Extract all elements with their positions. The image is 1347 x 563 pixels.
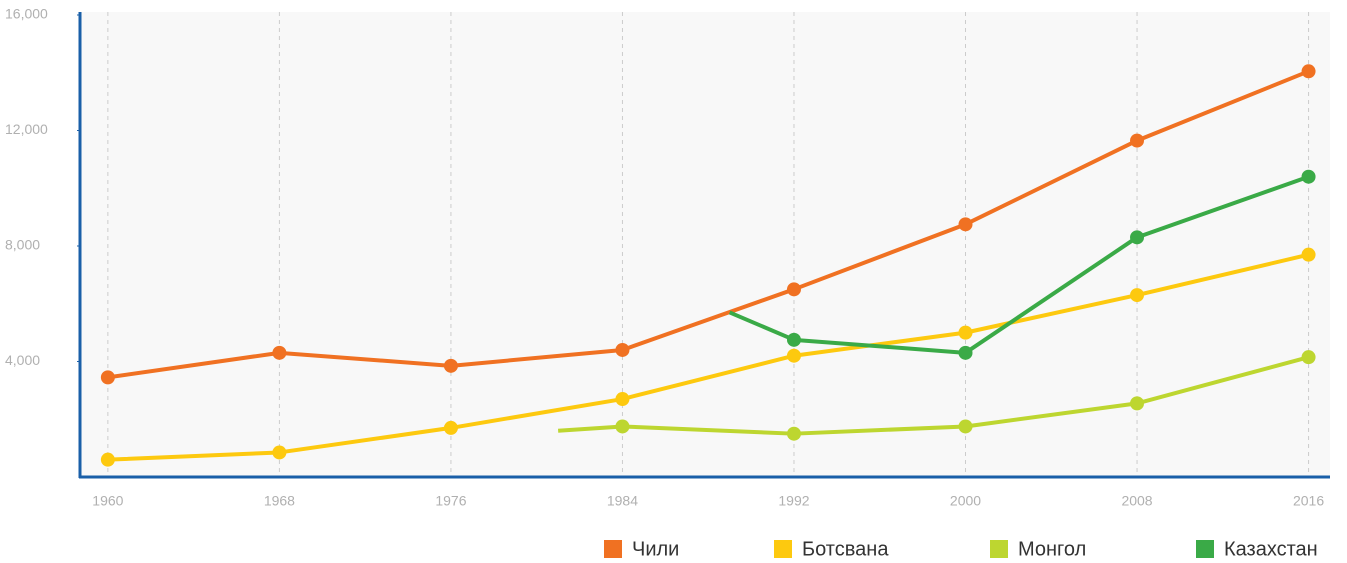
- x-tick-label: 1960: [92, 493, 123, 509]
- point: [615, 392, 630, 407]
- point: [786, 332, 801, 347]
- plot-area: [80, 12, 1330, 477]
- point: [443, 420, 458, 435]
- series-line: [107, 69, 1310, 380]
- point: [958, 345, 973, 360]
- point: [443, 358, 458, 373]
- legend-label: Монгол: [1018, 538, 1086, 560]
- point: [100, 452, 115, 467]
- x-tick-label: 1984: [607, 493, 638, 509]
- point: [272, 345, 287, 360]
- point: [1301, 350, 1316, 365]
- x-tick-label: 1968: [264, 493, 295, 509]
- point: [1301, 169, 1316, 184]
- y-tick-label: 12,000: [5, 121, 48, 137]
- point: [786, 348, 801, 363]
- legend-label: Чили: [632, 538, 679, 560]
- x-tick-label: 2000: [950, 493, 981, 509]
- point: [272, 445, 287, 460]
- point: [1130, 230, 1145, 245]
- legend-swatch: [990, 540, 1008, 558]
- point: [100, 370, 115, 385]
- point: [786, 282, 801, 297]
- point: [958, 217, 973, 232]
- series-line: [107, 252, 1310, 462]
- legend-swatch: [774, 540, 792, 558]
- point: [786, 426, 801, 441]
- point: [1130, 288, 1145, 303]
- x-tick-label: 1976: [435, 493, 466, 509]
- point: [615, 419, 630, 434]
- point: [1301, 247, 1316, 262]
- point: [958, 419, 973, 434]
- point: [1301, 64, 1316, 79]
- y-tick-label: 8,000: [5, 237, 40, 253]
- legend-label: Казахстан: [1224, 538, 1318, 560]
- legend-swatch: [604, 540, 622, 558]
- point: [615, 342, 630, 357]
- point: [958, 325, 973, 340]
- series-line: [557, 355, 1310, 436]
- legend-swatch: [1196, 540, 1214, 558]
- point: [1130, 396, 1145, 411]
- y-tick-label: 4,000: [5, 352, 40, 368]
- x-tick-label: 2008: [1121, 493, 1152, 509]
- point: [1130, 133, 1145, 148]
- x-tick-label: 2016: [1293, 493, 1324, 509]
- y-tick-label: 16,000: [5, 6, 48, 22]
- x-tick-label: 1992: [778, 493, 809, 509]
- legend-label: Ботсвана: [802, 538, 889, 560]
